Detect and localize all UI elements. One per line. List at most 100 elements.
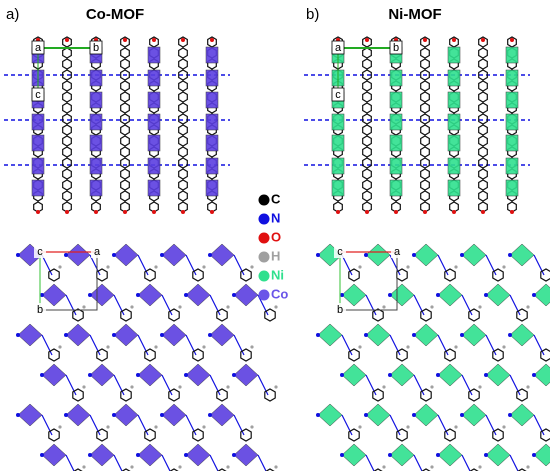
axis-label: b <box>337 304 343 316</box>
nitrogen <box>232 293 236 297</box>
ring <box>62 179 72 191</box>
oxygen <box>36 210 40 214</box>
ring <box>420 388 432 402</box>
hydrogen <box>274 465 278 469</box>
ring <box>420 168 430 180</box>
polyhedron <box>65 403 91 427</box>
ring <box>178 157 188 169</box>
polyhedron <box>205 91 219 109</box>
ring <box>420 308 432 322</box>
linker <box>413 454 423 471</box>
nitrogen <box>340 373 344 377</box>
nitrogen <box>160 413 164 417</box>
oxygen <box>481 210 485 214</box>
polyhedron <box>17 323 43 347</box>
nitrogen <box>136 293 140 297</box>
polyhedron <box>205 69 219 87</box>
polyhedron <box>205 113 219 131</box>
oxygen <box>510 210 514 214</box>
ring <box>362 124 372 136</box>
nitrogen <box>232 453 236 457</box>
legend-dot <box>258 289 270 301</box>
polyhedron <box>185 443 211 467</box>
axis-box <box>31 40 45 55</box>
legend-dot <box>258 251 270 263</box>
axis-label: c <box>35 89 41 101</box>
ring <box>420 146 430 158</box>
ring <box>62 113 72 125</box>
ring <box>478 102 488 114</box>
linker <box>65 374 77 396</box>
linker <box>65 294 77 316</box>
nitrogen <box>16 253 20 257</box>
ring <box>178 179 188 191</box>
hydrogen <box>106 345 110 349</box>
ring <box>348 268 360 282</box>
polyhedron <box>137 363 163 387</box>
axis-label: c <box>337 246 343 258</box>
axis-label: a <box>335 42 342 54</box>
polyhedron <box>65 323 91 347</box>
hydrogen <box>382 465 386 469</box>
axis-box <box>91 245 103 258</box>
polyhedron <box>505 157 519 175</box>
ring <box>96 428 108 442</box>
linker <box>137 254 149 276</box>
polyhedron <box>147 46 161 64</box>
hydrogen <box>226 305 230 309</box>
ring <box>540 268 550 282</box>
ring <box>362 91 372 103</box>
ring <box>420 58 430 70</box>
panel-label: b) <box>306 6 319 23</box>
linker <box>533 334 545 356</box>
linker <box>413 374 425 396</box>
polyhedron <box>233 283 259 307</box>
nitrogen <box>184 453 188 457</box>
polyhedron <box>113 403 139 427</box>
linker <box>161 294 173 316</box>
ring <box>420 113 430 125</box>
ring <box>96 268 108 282</box>
ring <box>120 58 130 70</box>
linker <box>209 294 221 316</box>
ring <box>120 388 132 402</box>
nitrogen <box>184 373 188 377</box>
nitrogen <box>436 373 440 377</box>
hydrogen <box>454 345 458 349</box>
ring <box>478 58 488 70</box>
polyhedron <box>389 283 415 307</box>
oxygen <box>210 38 214 42</box>
hydrogen <box>226 385 230 389</box>
ring <box>396 428 408 442</box>
polyhedron <box>331 179 345 197</box>
axis-box <box>391 245 403 258</box>
nitrogen <box>436 293 440 297</box>
hydrogen <box>430 385 434 389</box>
axis-box <box>34 245 46 258</box>
hydrogen <box>82 465 86 469</box>
nitrogen <box>316 253 320 257</box>
polyhedron <box>31 134 45 152</box>
polyhedron <box>89 91 103 109</box>
hydrogen <box>502 265 506 269</box>
polyhedron <box>485 443 511 467</box>
ring <box>264 388 276 402</box>
ring <box>192 348 204 362</box>
polyhedron <box>389 134 403 152</box>
ring <box>120 91 130 103</box>
polyhedron <box>509 403 535 427</box>
polyhedron <box>365 323 391 347</box>
axis-label: b <box>93 42 99 54</box>
nitrogen <box>40 293 44 297</box>
oxygen <box>452 210 456 214</box>
oxygen <box>65 210 69 214</box>
polyhedron <box>89 283 115 307</box>
ring <box>362 102 372 114</box>
polyhedron <box>233 363 259 387</box>
oxygen <box>365 38 369 42</box>
axis-box <box>89 40 103 55</box>
legend-label: C <box>271 191 281 206</box>
ring <box>420 80 430 92</box>
ring <box>444 268 456 282</box>
polyhedron <box>161 243 187 267</box>
